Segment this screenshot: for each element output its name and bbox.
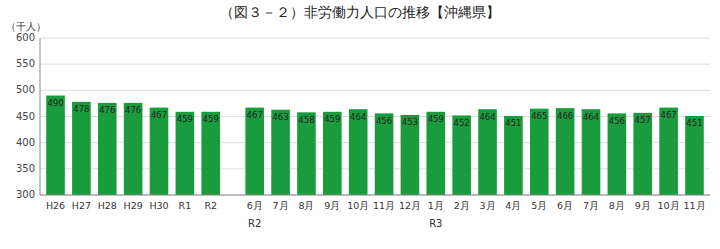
x-tick-label: 9月 bbox=[635, 200, 651, 211]
bar bbox=[659, 108, 678, 195]
bar bbox=[478, 109, 497, 195]
bar bbox=[271, 110, 290, 195]
data-label: 451 bbox=[686, 118, 702, 128]
data-label: 467 bbox=[247, 110, 263, 120]
bar bbox=[124, 103, 143, 195]
bar bbox=[98, 103, 117, 195]
bar bbox=[46, 96, 65, 195]
x-tick-label: 6月 bbox=[557, 200, 573, 211]
x-tick-label: 5月 bbox=[531, 200, 547, 211]
grid-line bbox=[40, 195, 710, 196]
x-tick-label: 6月 bbox=[247, 200, 263, 211]
data-label: 464 bbox=[350, 112, 366, 122]
y-axis-line bbox=[40, 38, 41, 195]
data-label: 452 bbox=[454, 118, 470, 128]
data-label: 478 bbox=[73, 104, 89, 114]
bar bbox=[556, 108, 575, 195]
x-axis-line bbox=[40, 195, 710, 196]
y-tick-label: 550 bbox=[16, 58, 35, 69]
data-label: 459 bbox=[324, 114, 340, 124]
data-label: 464 bbox=[583, 112, 599, 122]
x-tick-label: 11月 bbox=[373, 200, 395, 211]
data-label: 456 bbox=[376, 116, 392, 126]
x-tick-label: 4月 bbox=[505, 200, 521, 211]
annotation: R3 bbox=[429, 218, 442, 229]
bar bbox=[582, 109, 601, 195]
bar bbox=[245, 108, 264, 195]
x-tick-label: 12月 bbox=[399, 200, 421, 211]
bar bbox=[685, 116, 704, 195]
bar bbox=[349, 109, 368, 195]
data-label: 453 bbox=[402, 117, 418, 127]
bar bbox=[530, 109, 549, 195]
bar bbox=[72, 102, 91, 195]
y-tick-label: 500 bbox=[16, 84, 35, 95]
x-tick-label: H27 bbox=[72, 200, 91, 211]
chart-title: （図３－２）非労働力人口の推移【沖縄県】 bbox=[220, 4, 500, 20]
bars bbox=[46, 96, 704, 195]
data-label: 459 bbox=[177, 114, 193, 124]
x-tick-label: 7月 bbox=[583, 200, 599, 211]
data-label: 467 bbox=[151, 110, 167, 120]
x-tick-label: 10月 bbox=[658, 200, 680, 211]
annotation: R2 bbox=[248, 218, 261, 229]
grid-line bbox=[40, 38, 710, 39]
y-tick-label: 450 bbox=[16, 111, 35, 122]
x-tick-label: R1 bbox=[179, 200, 192, 211]
y-tick-label: 600 bbox=[16, 32, 35, 43]
bar bbox=[176, 112, 195, 195]
y-tick-label: 350 bbox=[16, 163, 35, 174]
data-label: 457 bbox=[635, 115, 651, 125]
bar bbox=[201, 112, 220, 195]
bar bbox=[150, 108, 169, 195]
bar bbox=[297, 112, 316, 195]
data-label: 476 bbox=[99, 105, 115, 115]
chart-svg: （図３－２）非労働力人口の推移【沖縄県】 （千人） 300 350 400 450 500 5… bbox=[0, 0, 720, 249]
x-tick-label: 9月 bbox=[324, 200, 340, 211]
bar bbox=[504, 116, 523, 195]
x-tick-label: H30 bbox=[149, 200, 168, 211]
data-label: 451 bbox=[505, 118, 521, 128]
data-label: 490 bbox=[47, 98, 63, 108]
x-tick-label: R2 bbox=[204, 200, 217, 211]
data-label: 467 bbox=[660, 110, 676, 120]
x-tick-label: H26 bbox=[46, 200, 65, 211]
x-tick-label: 8月 bbox=[298, 200, 314, 211]
bar bbox=[426, 112, 445, 195]
x-tick-label: 7月 bbox=[273, 200, 289, 211]
grid-line bbox=[40, 90, 710, 91]
x-tick-label: H29 bbox=[124, 200, 143, 211]
y-tick-label: 300 bbox=[16, 189, 35, 200]
bar bbox=[608, 113, 627, 195]
bar bbox=[323, 112, 342, 195]
x-tick-label: 11月 bbox=[683, 200, 705, 211]
bar bbox=[375, 113, 394, 195]
y-axis-label: （千人） bbox=[6, 21, 46, 32]
x-tick-label: H28 bbox=[98, 200, 117, 211]
y-tick-label: 400 bbox=[16, 137, 35, 148]
grid-line bbox=[40, 64, 710, 65]
data-label: 459 bbox=[203, 114, 219, 124]
data-label: 456 bbox=[609, 116, 625, 126]
x-tick-label: 10月 bbox=[347, 200, 369, 211]
x-tick-label: 2月 bbox=[454, 200, 470, 211]
x-tick-label: 8月 bbox=[609, 200, 625, 211]
data-label: 463 bbox=[272, 112, 288, 122]
data-label: 466 bbox=[557, 111, 573, 121]
bar bbox=[401, 115, 420, 195]
x-tick-label: 1月 bbox=[428, 200, 444, 211]
data-label: 459 bbox=[428, 114, 444, 124]
data-label: 458 bbox=[298, 115, 314, 125]
data-label: 476 bbox=[125, 105, 141, 115]
data-label: 465 bbox=[531, 111, 547, 121]
grid bbox=[40, 38, 710, 195]
bar bbox=[452, 115, 471, 195]
bar bbox=[633, 113, 652, 195]
data-label: 464 bbox=[479, 112, 495, 122]
x-tick-label: 3月 bbox=[480, 200, 496, 211]
chart-container: （図３－２）非労働力人口の推移【沖縄県】 （千人） 300 350 400 450 500 5… bbox=[0, 0, 720, 249]
